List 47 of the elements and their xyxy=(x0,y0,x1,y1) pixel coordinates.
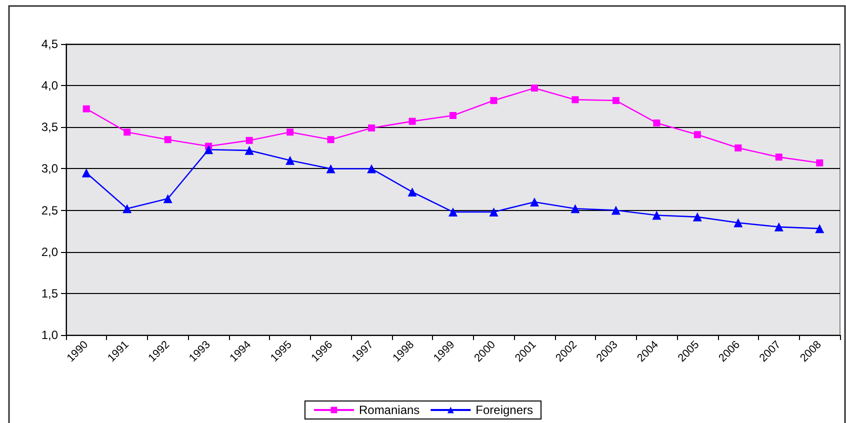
point xyxy=(489,207,498,216)
point xyxy=(122,204,132,214)
point xyxy=(490,97,498,104)
y-tick-label: 1,5 xyxy=(41,286,58,300)
y-tick-label: 3,0 xyxy=(41,162,58,176)
point xyxy=(327,136,334,144)
y-tick-label: 4,5 xyxy=(41,37,58,51)
point xyxy=(124,128,131,136)
point xyxy=(286,128,294,136)
point xyxy=(612,97,620,104)
legend-label: Foreigners xyxy=(476,403,534,417)
y-tick-label: 2,5 xyxy=(41,203,58,218)
point xyxy=(816,159,824,166)
point xyxy=(774,222,784,232)
y-tick-label: 1,0 xyxy=(41,328,58,342)
legend-label: Romanians xyxy=(358,403,420,417)
point xyxy=(734,218,743,228)
point xyxy=(530,197,539,206)
y-tick-label: 3,5 xyxy=(41,120,58,134)
point xyxy=(653,119,660,126)
point xyxy=(815,224,824,234)
point xyxy=(246,136,253,144)
point xyxy=(448,207,458,216)
point xyxy=(652,210,662,220)
y-tick-label: 2,0 xyxy=(41,244,58,259)
point xyxy=(286,156,295,165)
point xyxy=(450,112,456,120)
point xyxy=(368,124,376,132)
point xyxy=(694,131,701,138)
point xyxy=(164,136,172,144)
y-tick-label: 4,0 xyxy=(41,78,58,93)
point xyxy=(82,105,90,112)
point xyxy=(692,212,702,222)
point xyxy=(775,154,782,161)
point xyxy=(734,144,742,152)
point xyxy=(611,206,620,215)
point xyxy=(244,146,254,155)
point xyxy=(408,118,416,125)
point xyxy=(204,145,214,154)
point xyxy=(367,164,376,174)
point xyxy=(326,164,336,174)
point xyxy=(530,84,538,92)
point xyxy=(163,194,172,204)
point xyxy=(570,204,580,214)
point xyxy=(82,168,91,178)
point xyxy=(408,187,417,196)
point xyxy=(572,96,579,104)
